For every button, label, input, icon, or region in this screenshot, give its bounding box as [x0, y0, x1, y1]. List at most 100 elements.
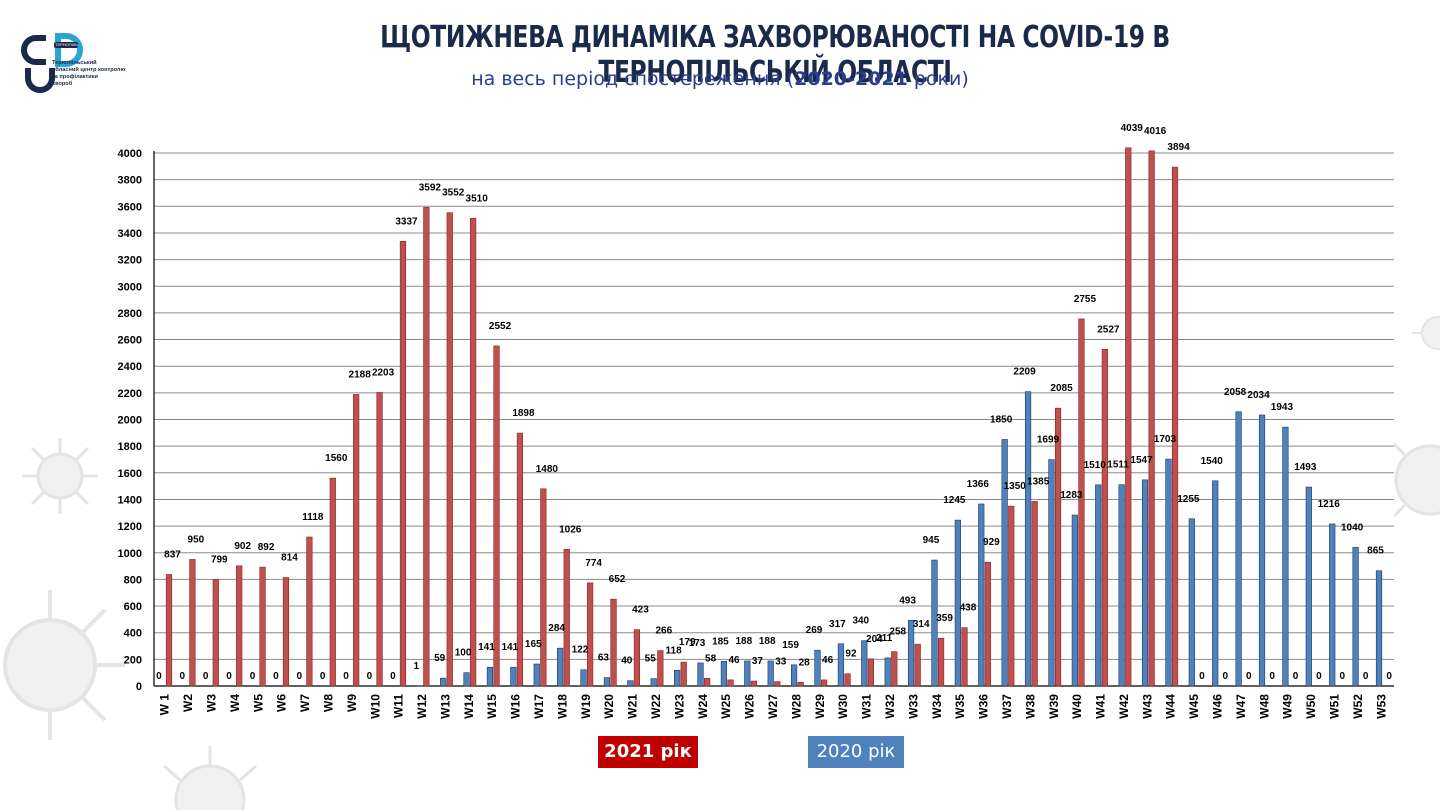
data-label-2021: 774	[585, 558, 602, 569]
y-tick-label: 3600	[118, 201, 142, 213]
bar-2021	[1148, 150, 1155, 687]
bar-2021	[610, 598, 617, 687]
bar-2020	[954, 519, 961, 687]
data-label-2020: 59	[434, 653, 446, 664]
data-label-2020: 40	[621, 656, 633, 667]
data-label-2020: 0	[390, 671, 396, 682]
x-tick-label: W13	[438, 694, 452, 719]
y-tick-label: 400	[124, 628, 142, 640]
data-label-2021: 46	[822, 655, 834, 666]
y-tick-label: 2400	[118, 361, 142, 373]
x-tick-label: W28	[789, 694, 803, 719]
y-tick-label: 3800	[118, 175, 142, 187]
data-label-2020: 122	[572, 645, 589, 656]
data-label-2020: 865	[1367, 546, 1384, 557]
data-label-2021: 258	[889, 627, 906, 638]
x-tick-label: W35	[953, 694, 967, 719]
x-tick-label: W30	[836, 694, 850, 719]
bar-2021	[236, 565, 243, 687]
x-tick-label: W49	[1281, 694, 1295, 719]
x-tick-label: W11	[392, 694, 406, 718]
virus-decoration-icon	[1384, 440, 1440, 520]
logo-badge-text: ТЕРНОПІЛЬ	[55, 42, 79, 47]
data-label-2021: 3337	[395, 216, 418, 227]
x-tick-label: W6	[275, 694, 289, 712]
data-label-2020: 1850	[990, 414, 1013, 425]
data-label-2021: 2552	[489, 321, 512, 332]
virus-decoration-icon	[3, 590, 125, 740]
data-label-2021: 1898	[512, 408, 535, 419]
data-label-2021: 423	[632, 605, 649, 616]
y-tick-label: 2200	[118, 388, 142, 400]
bar-2020	[627, 680, 634, 687]
x-tick-label: W 1	[158, 694, 172, 716]
data-label-2020: 0	[273, 671, 279, 682]
bar-2020	[1048, 459, 1055, 687]
data-label-2021: 1385	[1027, 476, 1050, 487]
bar-2020	[1165, 458, 1172, 687]
data-label-2021: 837	[164, 549, 181, 560]
logo-line: хвороб	[52, 81, 73, 87]
data-label-2021: 1118	[302, 512, 324, 523]
bar-2021	[633, 629, 641, 687]
data-label-2020: 141	[478, 642, 495, 653]
x-tick-label: W50	[1304, 694, 1318, 719]
bar-2020	[603, 677, 611, 687]
bar-2020	[1352, 547, 1359, 687]
data-label-2021: 0	[1316, 671, 1322, 682]
y-tick-label: 2000	[118, 415, 142, 427]
data-label-2021: 28	[799, 657, 811, 668]
bar-2020	[744, 660, 751, 687]
data-label-2021: 1026	[559, 524, 582, 535]
bar-2021	[306, 536, 313, 687]
data-label-2021: 2188	[349, 369, 372, 380]
bar-2021	[750, 680, 758, 687]
data-label-2020: 1	[413, 661, 419, 672]
y-tick-label: 1800	[118, 441, 142, 453]
data-label-2020: 185	[712, 636, 729, 647]
data-label-2021: 0	[1199, 671, 1205, 682]
logo-text: Тернопільський обласний центр контролю т…	[52, 60, 152, 88]
bar-2021	[797, 681, 804, 687]
y-tick-label: 1400	[118, 494, 142, 506]
data-label-2021: 438	[960, 603, 977, 614]
data-label-2020: 141	[501, 642, 518, 653]
cdc-logo-icon	[21, 33, 83, 93]
bar-2021	[820, 679, 828, 687]
bar-2021	[914, 643, 921, 687]
bar-2020	[978, 503, 985, 687]
x-tick-label: W45	[1187, 694, 1201, 719]
x-tick-label: W7	[298, 694, 312, 712]
bar-2020	[931, 559, 938, 687]
data-label-2020: 0	[250, 671, 256, 682]
x-tick-label: W24	[696, 694, 710, 719]
data-label-2020: 211	[876, 633, 893, 644]
data-label-2021: 2755	[1074, 294, 1097, 305]
bar-2021	[446, 212, 453, 687]
bar-2020	[814, 649, 821, 687]
data-label-2020: 165	[525, 639, 542, 650]
bar-2020	[1188, 518, 1195, 687]
bar-2021	[891, 651, 898, 687]
data-label-2021: 0	[1293, 671, 1299, 682]
data-label-2021: 2085	[1050, 383, 1073, 394]
bar-2021	[1078, 318, 1085, 687]
x-tick-label: W34	[930, 694, 944, 719]
data-label-2021: 892	[258, 542, 275, 553]
bar-2021	[1054, 407, 1062, 687]
bar-2020	[1095, 484, 1102, 687]
bar-2020	[767, 660, 774, 687]
legend-2021: 2021 рік	[598, 736, 698, 768]
x-tick-label: W10	[368, 694, 382, 719]
bar-2021	[563, 548, 570, 687]
bar-2020	[463, 672, 470, 687]
data-label-2020: 173	[689, 638, 706, 649]
x-tick-label: W52	[1351, 694, 1365, 719]
data-label-2020: 2209	[1013, 367, 1036, 378]
data-label-2020: 100	[455, 648, 472, 659]
bar-2020	[510, 666, 517, 687]
virus-decoration-icon	[163, 746, 257, 810]
y-tick-label: 3400	[118, 228, 142, 240]
bar-2021	[657, 650, 664, 687]
bar-2020	[674, 669, 681, 687]
